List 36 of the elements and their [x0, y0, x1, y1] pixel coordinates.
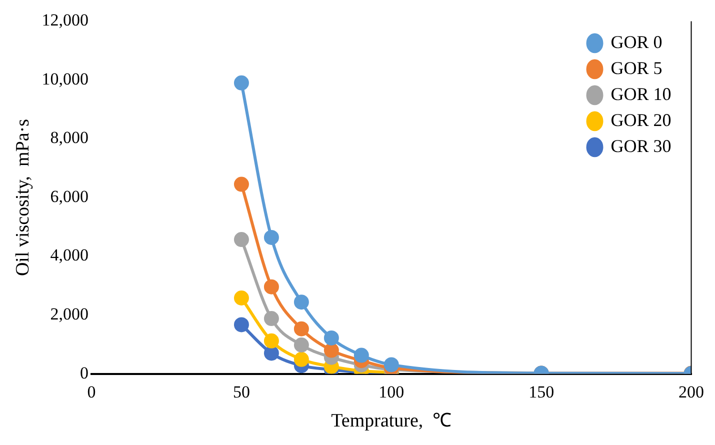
- legend-label: GOR 0: [610, 32, 662, 52]
- y-tick-label: 4,000: [50, 246, 89, 265]
- point: [264, 311, 279, 326]
- y-tick-label: 2,000: [50, 304, 89, 324]
- point: [234, 75, 249, 90]
- point: [294, 338, 309, 353]
- y-tick-label: 6,000: [50, 186, 89, 206]
- y-axis-title: Oil viscosity, mPa·s: [12, 118, 34, 276]
- point: [324, 342, 339, 358]
- point: [234, 290, 249, 306]
- point: [354, 348, 369, 363]
- y-tick-label: 0: [80, 363, 89, 382]
- point: [264, 279, 279, 294]
- y-tick-label: 10,000: [42, 69, 89, 88]
- point: [264, 346, 279, 361]
- point: [384, 357, 399, 372]
- y-tick-label: 12,000: [42, 10, 89, 30]
- x-axis-title: Temprature, ℃: [331, 410, 452, 432]
- point: [264, 230, 279, 245]
- y-tick-label: 8,000: [50, 128, 89, 148]
- legend-label: GOR 20: [610, 110, 672, 130]
- x-tick-label: 150: [528, 382, 554, 402]
- point: [234, 317, 249, 332]
- point: [294, 294, 309, 310]
- point: [264, 333, 279, 348]
- point: [294, 352, 309, 367]
- legend-label: GOR 5: [610, 58, 662, 78]
- point: [234, 232, 249, 248]
- point: [234, 176, 249, 192]
- x-tick-label: 200: [678, 382, 704, 402]
- x-tick-label: 50: [232, 382, 250, 402]
- legend-label: GOR 10: [610, 84, 672, 104]
- x-tick-label: 100: [378, 382, 404, 402]
- legend-label: GOR 30: [610, 136, 672, 156]
- point: [324, 330, 339, 346]
- point: [294, 321, 309, 336]
